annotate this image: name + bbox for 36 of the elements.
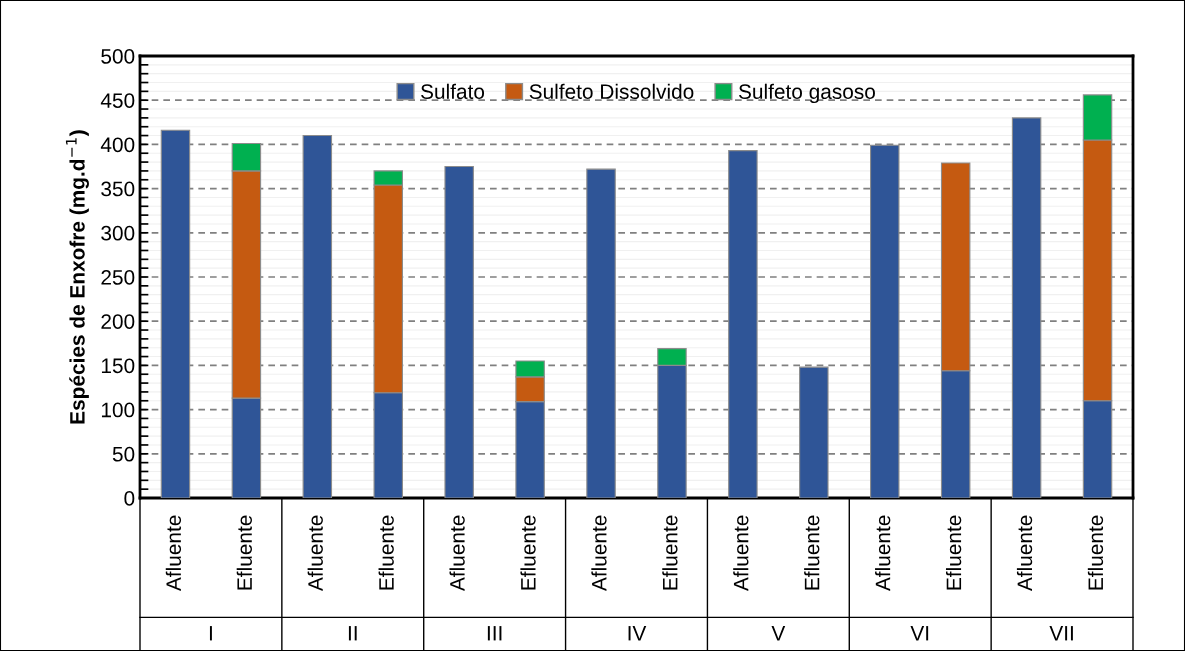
x-tick-label: Afluente (307, 515, 323, 592)
x-tick-label: Afluente (733, 515, 749, 592)
text: VI (910, 626, 929, 641)
y-tick-label: 100 (101, 402, 135, 418)
x-tick-label: Afluente (449, 515, 465, 592)
x-tick-label: Efluente (236, 515, 252, 590)
text: III (487, 626, 502, 641)
y-tick-label: 150 (101, 358, 135, 374)
text: II (348, 626, 357, 641)
legend-label: Sulfeto Dissolvido (529, 83, 694, 99)
y-tick-label: 250 (101, 270, 135, 285)
y-tick-label: 300 (101, 225, 135, 241)
y-tick-label: 450 (100, 93, 135, 108)
text: VII (1049, 626, 1073, 641)
x-tick-label: Efluente (662, 515, 678, 590)
x-tick-label: Efluente (378, 515, 394, 590)
y-tick-label: 50 (112, 446, 135, 462)
legend-label: Sulfeto gasoso (738, 83, 875, 104)
x-tick-label: Afluente (165, 515, 182, 592)
x-tick-label: Efluente (520, 515, 536, 590)
legend-label: Sulfato (421, 83, 485, 99)
x-tick-label: Afluente (591, 515, 607, 592)
x-tick-label: Efluente (804, 515, 820, 590)
x-tick-label: Efluente (945, 515, 962, 590)
x-tick-label: Efluente (1087, 515, 1104, 590)
x-tick-label: Afluente (1016, 515, 1033, 592)
y-tick-label: 350 (101, 181, 135, 197)
y-tick-label: 200 (101, 314, 135, 329)
y-tick-label: 0 (124, 491, 135, 506)
y-axis-title: Espécies de Enxofre (mg.d$^{−1}$) (65, 130, 89, 424)
x-tick-label: Afluente (875, 515, 891, 592)
y-tick-label: 400 (100, 137, 135, 153)
text: I (209, 626, 212, 641)
text: V (771, 626, 786, 641)
y-tick-label: 500 (101, 49, 135, 64)
text: IV (628, 626, 647, 641)
